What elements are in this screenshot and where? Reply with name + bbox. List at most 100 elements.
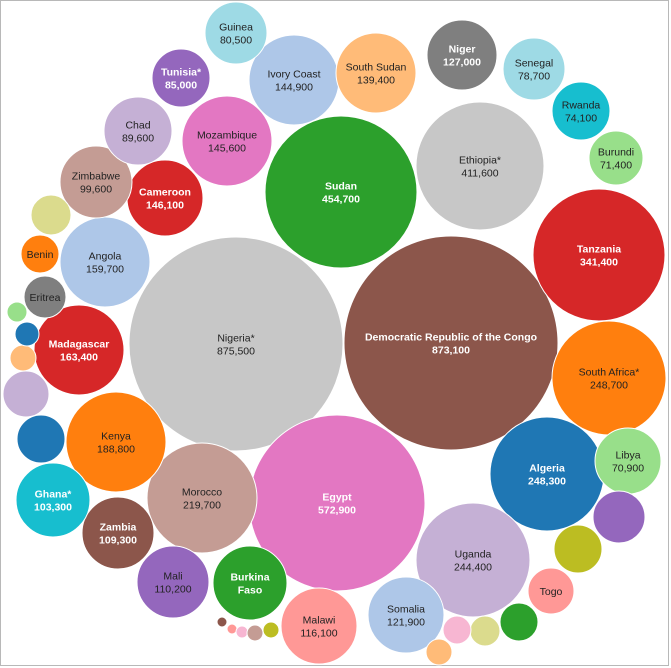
bubble-circle-bubble-44 (9, 344, 37, 372)
bubble-south-africa: South Africa* 248,700 (551, 320, 667, 436)
bubble-morocco: Morocco 219,700 (146, 442, 258, 554)
bubble-circle-malawi (280, 587, 358, 665)
bubble-circle-bubble-52 (262, 621, 280, 639)
bubble-circle-bubble-37 (553, 524, 603, 574)
bubble-kenya: Kenya 188,800 (65, 391, 167, 493)
bubble-circle-bubble-41 (425, 638, 453, 666)
bubble-tunisia: Tunisia* 85,000 (151, 48, 211, 108)
bubble-bubble-50 (235, 625, 249, 639)
bubble-circle-bubble-38 (499, 602, 539, 642)
bubble-circle-bubble-39 (469, 615, 501, 647)
bubble-circle-bubble-43 (2, 370, 50, 418)
bubble-circle-democratic-republic-of-the-congo (343, 235, 559, 451)
bubble-circle-chad (103, 96, 173, 166)
bubble-rwanda: Rwanda 74,100 (551, 81, 611, 141)
bubble-circle-bubble-36 (592, 490, 646, 544)
bubble-madagascar: Madagascar 163,400 (33, 304, 125, 396)
bubble-label-zimbabwe: Zimbabwe 99,600 (72, 171, 121, 196)
bubble-circle-bubble-48 (216, 616, 228, 628)
bubble-bubble-44 (9, 344, 37, 372)
bubble-label-kenya: Kenya 188,800 (97, 431, 135, 456)
bubble-bubble-40 (442, 615, 472, 645)
bubble-egypt: Egypt 572,900 (248, 414, 426, 592)
bubble-label-zambia: Zambia 109,300 (99, 522, 137, 547)
bubble-bubble-42 (16, 414, 66, 464)
bubble-malawi: Malawi 116,100 (280, 587, 358, 665)
bubble-circle-togo (527, 567, 575, 615)
bubble-label-sudan: Sudan 454,700 (322, 181, 360, 206)
bubble-cameroon: Cameroon 146,100 (126, 159, 204, 237)
bubble-circle-burkina-faso (212, 545, 288, 621)
bubble-circle-bubble-46 (6, 301, 28, 323)
bubble-bubble-51 (246, 624, 264, 642)
bubble-label-south-africa: South Africa* 248,700 (579, 367, 640, 392)
bubble-circle-bubble-45 (14, 321, 40, 347)
bubble-circle-nigeria (128, 236, 344, 452)
bubble-bubble-37 (553, 524, 603, 574)
bubble-label-south-sudan: South Sudan 139,400 (346, 62, 407, 87)
bubble-label-ivory-coast: Ivory Coast 144,900 (267, 69, 320, 94)
bubble-label-egypt: Egypt 572,900 (318, 492, 356, 517)
bubble-bubble-52 (262, 621, 280, 639)
bubble-zimbabwe: Zimbabwe 99,600 (59, 145, 133, 219)
bubble-circle-niger (426, 19, 498, 91)
bubble-label-democratic-republic-of-the-congo: Democratic Republic of the Congo 873,100 (365, 332, 537, 357)
bubble-bubble-39 (469, 615, 501, 647)
bubble-circle-bubble-51 (246, 624, 264, 642)
bubble-circle-bubble-50 (235, 625, 249, 639)
bubble-label-uganda: Uganda 244,400 (454, 549, 492, 574)
bubble-label-senegal: Senegal 78,700 (515, 58, 554, 83)
bubble-togo: Togo (527, 567, 575, 615)
bubble-somalia: Somalia 121,900 (367, 576, 445, 654)
bubble-label-nigeria: Nigeria* 875,500 (217, 333, 255, 358)
bubble-circle-bubble-40 (442, 615, 472, 645)
bubble-label-rwanda: Rwanda 74,100 (562, 100, 601, 125)
bubble-label-tunisia: Tunisia* 85,000 (161, 67, 202, 92)
bubble-label-mali: Mali 110,200 (154, 571, 191, 596)
bubble-south-sudan: South Sudan 139,400 (335, 32, 417, 114)
bubble-circle-somalia (367, 576, 445, 654)
bubble-senegal: Senegal 78,700 (502, 37, 566, 101)
bubble-circle-uganda (415, 502, 531, 618)
bubble-circle-mali (136, 545, 210, 619)
bubble-guinea: Guinea 80,500 (204, 1, 268, 65)
bubble-label-angola: Angola 159,700 (86, 251, 124, 276)
bubble-mali: Mali 110,200 (136, 545, 210, 619)
bubble-circle-madagascar (33, 304, 125, 396)
bubble-circle-ethiopia (415, 101, 545, 231)
bubble-circle-bubble-49 (226, 623, 238, 635)
bubble-circle-rwanda (551, 81, 611, 141)
bubble-label-libya: Libya 70,900 (612, 450, 644, 475)
bubble-label-madagascar: Madagascar 163,400 (49, 339, 110, 364)
bubble-zambia: Zambia 109,300 (81, 496, 155, 570)
bubble-label-niger: Niger 127,000 (443, 44, 481, 69)
bubble-circle-senegal (502, 37, 566, 101)
bubble-bubble-47 (30, 194, 72, 236)
bubble-circle-benin (20, 234, 60, 274)
bubble-circle-zambia (81, 496, 155, 570)
bubble-uganda: Uganda 244,400 (415, 502, 531, 618)
bubble-label-guinea: Guinea 80,500 (219, 22, 253, 47)
bubble-label-somalia: Somalia 121,900 (387, 604, 425, 629)
bubble-libya: Libya 70,900 (594, 427, 662, 495)
bubble-bubble-49 (226, 623, 238, 635)
bubble-circle-bubble-47 (30, 194, 72, 236)
bubble-tanzania: Tanzania 341,400 (532, 188, 666, 322)
bubble-bubble-38 (499, 602, 539, 642)
bubble-circle-guinea (204, 1, 268, 65)
bubble-circle-south-sudan (335, 32, 417, 114)
bubble-ghana: Ghana* 103,300 (15, 462, 91, 538)
bubble-niger: Niger 127,000 (426, 19, 498, 91)
bubble-burkina-faso: Burkina Faso (212, 545, 288, 621)
bubble-label-burkina-faso: Burkina Faso (230, 572, 269, 597)
bubble-circle-zimbabwe (59, 145, 133, 219)
bubble-circle-mozambique (181, 95, 273, 187)
bubble-ivory-coast: Ivory Coast 144,900 (248, 34, 340, 126)
bubble-label-tanzania: Tanzania 341,400 (577, 244, 621, 269)
bubble-label-algeria: Algeria 248,300 (528, 463, 566, 488)
bubble-circle-ghana (15, 462, 91, 538)
bubble-bubble-48 (216, 616, 228, 628)
bubble-bubble-46 (6, 301, 28, 323)
bubble-label-ethiopia: Ethiopia* 411,600 (459, 155, 501, 180)
